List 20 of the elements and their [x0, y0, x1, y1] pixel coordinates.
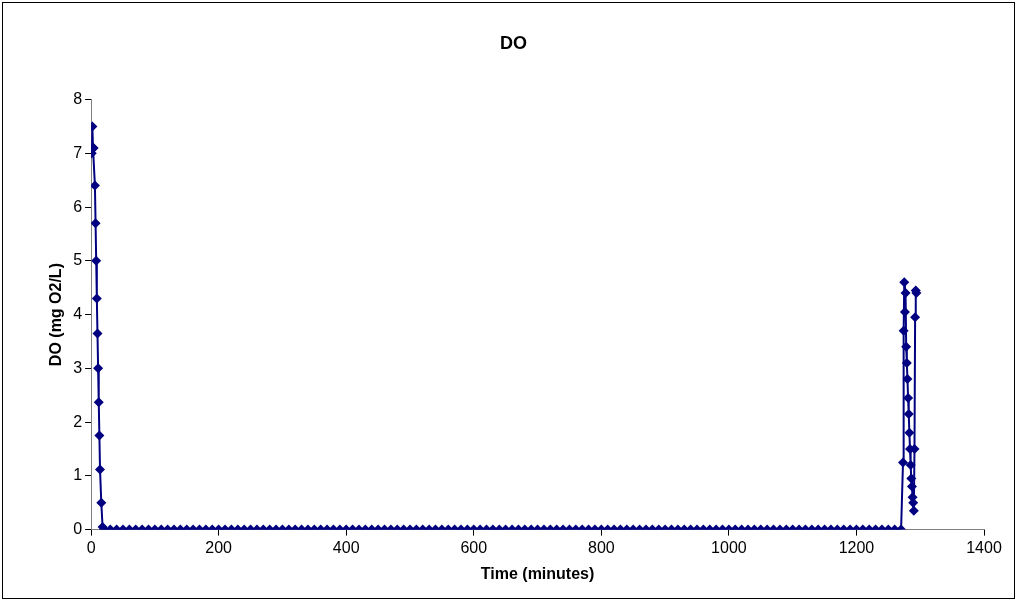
y-tick-label: 1 [73, 466, 83, 484]
y-tick-label: 8 [73, 90, 83, 108]
y-tick-label: 3 [73, 358, 83, 376]
y-axis-title: DO (mg O2/L) [47, 263, 65, 367]
y-tick-label: 0 [73, 520, 83, 538]
y-tick-label: 6 [73, 197, 83, 215]
x-tick-label: 400 [332, 538, 360, 556]
chart-title: DO [500, 32, 527, 53]
x-axis-title: Time (minutes) [480, 564, 595, 582]
y-tick-label: 2 [73, 412, 83, 430]
x-tick-label: 600 [460, 538, 488, 556]
y-tick-label: 4 [73, 305, 83, 323]
x-tick-label: 0 [86, 538, 96, 556]
x-tick-label: 1000 [711, 538, 747, 556]
y-tick-label: 5 [73, 251, 83, 269]
y-tick-label: 7 [73, 143, 83, 161]
x-tick-label: 800 [587, 538, 615, 556]
x-tick-label: 1200 [838, 538, 875, 556]
x-tick-label: 200 [205, 538, 233, 556]
x-tick-label: 1400 [966, 538, 1002, 556]
